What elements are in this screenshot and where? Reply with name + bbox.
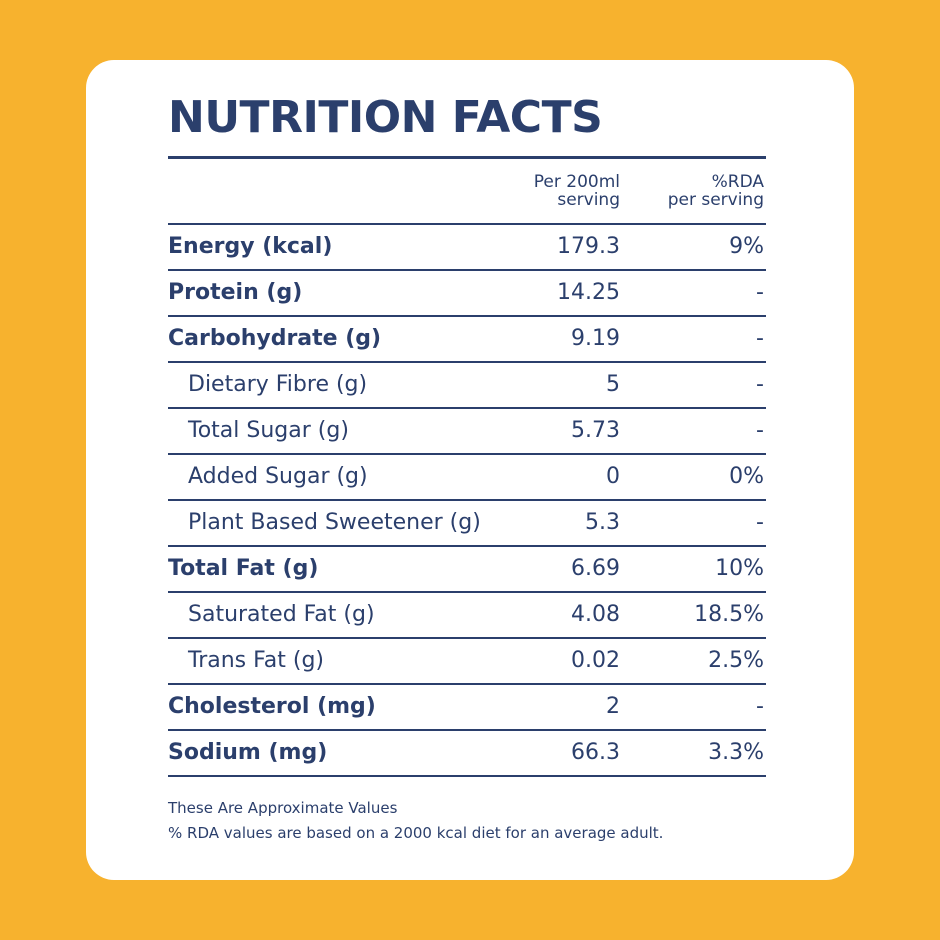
footnote-rda-basis: % RDA values are based on a 2000 kcal di…: [168, 824, 664, 842]
page-title: NUTRITION FACTS: [168, 92, 603, 143]
footnote-approximate: These Are Approximate Values: [168, 799, 398, 817]
table-row: Dietary Fibre (g) 5 -: [168, 363, 766, 409]
table-row: Total Fat (g) 6.69 10%: [168, 547, 766, 593]
table-row: Trans Fat (g) 0.02 2.5%: [168, 639, 766, 685]
per-serving-value: 4.08: [571, 602, 620, 627]
table-row: Sodium (mg) 66.3 3.3%: [168, 731, 766, 777]
table-row: Cholesterol (mg) 2 -: [168, 685, 766, 731]
rda-value: -: [756, 418, 764, 443]
per-serving-value: 5.3: [585, 510, 620, 535]
per-serving-value: 2: [606, 694, 620, 719]
per-serving-value: 14.25: [557, 280, 620, 305]
rda-value: -: [756, 326, 764, 351]
table-row: Added Sugar (g) 0 0%: [168, 455, 766, 501]
nutrition-table: Per 200ml serving %RDA per serving Energ…: [168, 156, 766, 777]
rda-value: 9%: [729, 234, 764, 259]
nutrient-name: Protein (g): [168, 280, 303, 305]
table-row: Total Sugar (g) 5.73 -: [168, 409, 766, 455]
nutrient-name: Saturated Fat (g): [188, 602, 375, 627]
per-serving-value: 0.02: [571, 648, 620, 673]
per-serving-value: 6.69: [571, 556, 620, 581]
per-serving-value: 9.19: [571, 326, 620, 351]
nutrient-name: Plant Based Sweetener (g): [188, 510, 481, 535]
per-serving-header-line1: Per 200ml: [533, 172, 620, 192]
table-row: Saturated Fat (g) 4.08 18.5%: [168, 593, 766, 639]
rda-header: %RDA per serving: [668, 173, 764, 209]
per-serving-header: Per 200ml serving: [534, 173, 620, 209]
rda-value: -: [756, 694, 764, 719]
rda-value: 3.3%: [708, 740, 764, 765]
rda-value: -: [756, 280, 764, 305]
rda-value: 2.5%: [708, 648, 764, 673]
nutrient-name: Trans Fat (g): [188, 648, 324, 673]
table-row: Plant Based Sweetener (g) 5.3 -: [168, 501, 766, 547]
nutrition-card: NUTRITION FACTS Per 200ml serving %RDA p…: [86, 60, 854, 880]
nutrient-name: Sodium (mg): [168, 740, 328, 765]
table-row: Carbohydrate (g) 9.19 -: [168, 317, 766, 363]
footnote: These Are Approximate Values % RDA value…: [168, 796, 663, 846]
table-header: Per 200ml serving %RDA per serving: [168, 159, 766, 225]
rda-value: 18.5%: [694, 602, 764, 627]
nutrient-name: Total Sugar (g): [188, 418, 349, 443]
rda-value: -: [756, 510, 764, 535]
table-row: Energy (kcal) 179.3 9%: [168, 225, 766, 271]
per-serving-header-line2: serving: [557, 190, 620, 210]
rda-value: -: [756, 372, 764, 397]
nutrient-name: Energy (kcal): [168, 234, 333, 259]
nutrient-name: Added Sugar (g): [188, 464, 368, 489]
per-serving-value: 0: [606, 464, 620, 489]
rda-header-line2: per serving: [667, 190, 764, 210]
per-serving-value: 5.73: [571, 418, 620, 443]
nutrient-name: Carbohydrate (g): [168, 326, 382, 351]
per-serving-value: 179.3: [557, 234, 620, 259]
nutrient-name: Cholesterol (mg): [168, 694, 376, 719]
rda-value: 0%: [729, 464, 764, 489]
table-row: Protein (g) 14.25 -: [168, 271, 766, 317]
nutrient-name: Dietary Fibre (g): [188, 372, 368, 397]
per-serving-value: 66.3: [571, 740, 620, 765]
rda-header-line1: %RDA: [711, 172, 764, 192]
rda-value: 10%: [715, 556, 764, 581]
per-serving-value: 5: [606, 372, 620, 397]
nutrient-name: Total Fat (g): [168, 556, 319, 581]
